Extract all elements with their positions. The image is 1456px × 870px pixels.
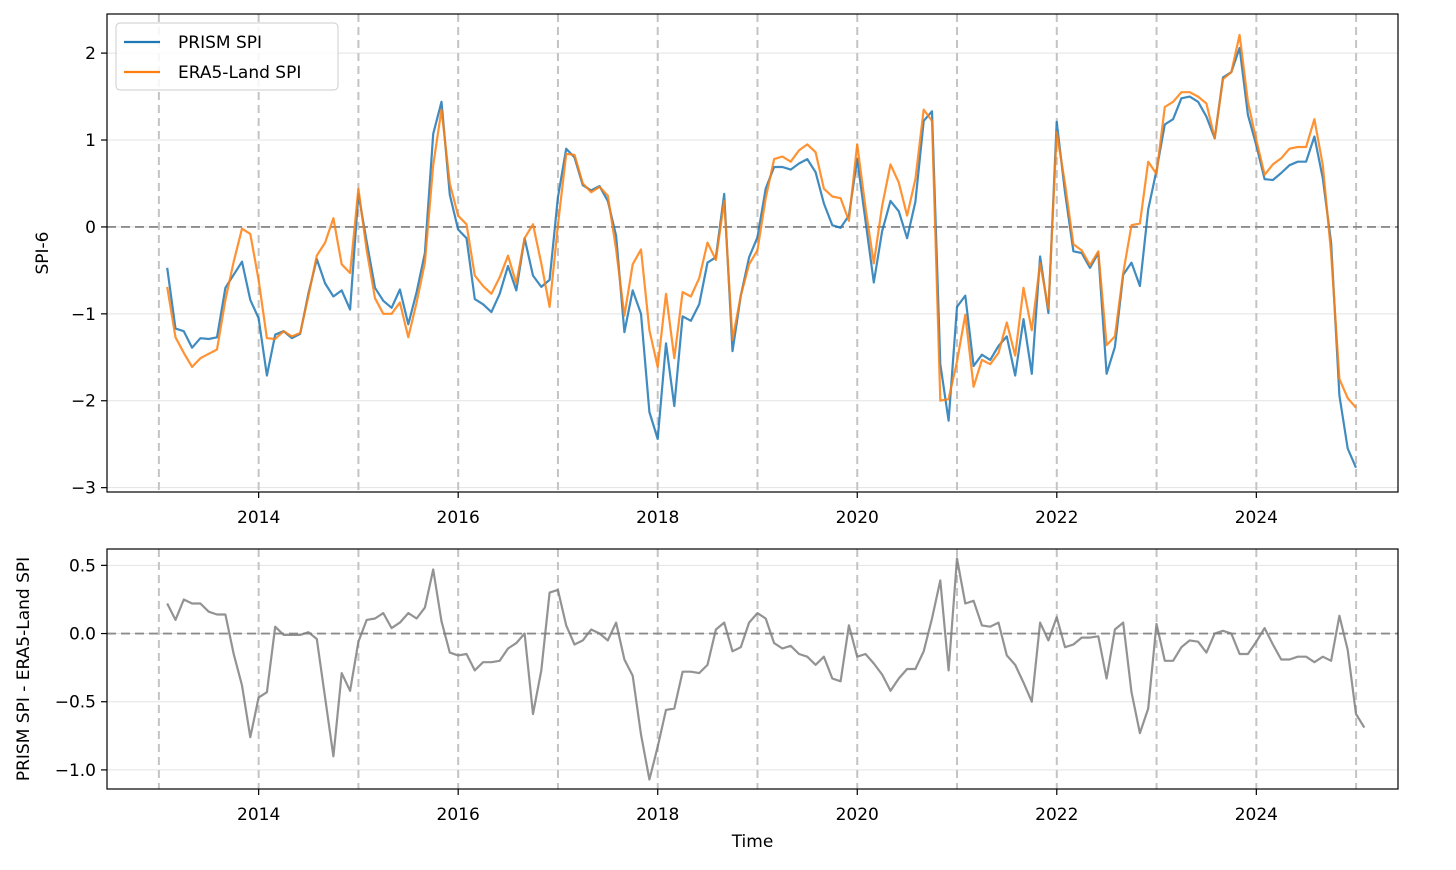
axes-frame — [106, 13, 1399, 493]
legend-label-prism-spi: PRISM SPI — [178, 33, 262, 53]
legend-label-era5-land-spi: ERA5-Land SPI — [178, 63, 301, 83]
x-tick-label: 2022 — [1035, 508, 1078, 528]
axes-frame — [106, 548, 1399, 790]
x-tick-label: 2020 — [836, 805, 879, 825]
y-axis-label: PRISM SPI - ERA5-Land SPI — [14, 557, 34, 781]
y-tick-label: −1.0 — [55, 761, 96, 781]
y-tick-label: 0.5 — [69, 556, 96, 576]
y-tick-label: −2 — [71, 392, 96, 412]
x-axis-label: Time — [731, 832, 774, 852]
y-tick-label: 0.0 — [69, 625, 96, 645]
x-tick-label: 2022 — [1035, 805, 1078, 825]
y-tick-label: 1 — [85, 131, 96, 151]
y-axis-label: SPI-6 — [33, 231, 53, 274]
y-tick-label: 2 — [85, 44, 96, 64]
legend-box — [115, 22, 339, 91]
y-tick-label: 0 — [85, 218, 96, 238]
difference-series-line — [166, 557, 1366, 781]
x-tick-label: 2020 — [836, 508, 879, 528]
x-tick-label: 2018 — [636, 508, 679, 528]
x-tick-label: 2016 — [437, 508, 480, 528]
x-tick-label: 2018 — [636, 805, 679, 825]
x-tick-label: 2024 — [1235, 508, 1278, 528]
legend: PRISM SPI ERA5-Land SPI — [115, 22, 339, 91]
x-tick-label: 2014 — [237, 508, 280, 528]
x-tick-label: 2014 — [237, 805, 280, 825]
x-tick-label: 2024 — [1235, 805, 1278, 825]
y-tick-label: −1 — [71, 305, 96, 325]
y-tick-label: −3 — [71, 479, 96, 499]
era5-land-spi-series-line — [166, 33, 1357, 409]
x-tick-label: 2016 — [437, 805, 480, 825]
spi-panel: 2014 2016 2018 2020 2022 2024 −3 −2 −1 0 1 2 SPI-6 PR… — [33, 13, 1399, 528]
difference-panel: 2014 2016 2018 2020 2022 2024 −1.0 −0.5 0.0 0.5 PR… — [14, 548, 1399, 852]
y-tick-label: −0.5 — [55, 693, 96, 713]
prism-spi-series-line — [166, 46, 1358, 469]
